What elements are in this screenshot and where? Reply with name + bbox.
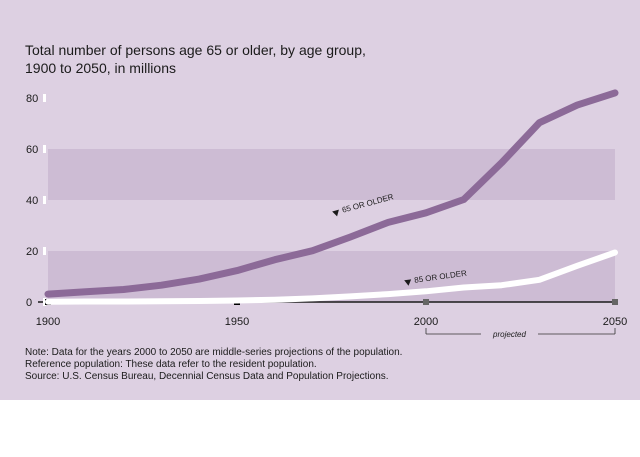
projected-bracket: projected bbox=[425, 328, 616, 339]
series-line bbox=[45, 249, 618, 305]
grid-band bbox=[48, 149, 615, 200]
x-tick-label: 2000 bbox=[414, 316, 438, 328]
projected-label: projected bbox=[492, 330, 526, 339]
y-tick-mark bbox=[43, 298, 46, 306]
y-tick-mark bbox=[43, 94, 46, 102]
reference-line: Reference population: These data refer t… bbox=[25, 359, 317, 370]
y-tick-mark bbox=[43, 196, 46, 204]
chart-notes: Note: Data for the years 2000 to 2050 ar… bbox=[25, 347, 402, 383]
y-tick-label: 0 bbox=[26, 297, 32, 309]
x-tick-mark bbox=[423, 299, 429, 305]
chart-title-line1: Total number of persons age 65 or older,… bbox=[25, 42, 366, 58]
y-tick-label: 60 bbox=[26, 144, 38, 156]
grid-band bbox=[48, 251, 615, 302]
note-line: Note: Data for the years 2000 to 2050 ar… bbox=[25, 347, 403, 358]
y-tick-mark bbox=[43, 247, 46, 255]
y-tick-label: 80 bbox=[26, 93, 38, 105]
series-line bbox=[44, 89, 619, 298]
y-tick-mark bbox=[43, 145, 46, 153]
chart-subtitle: 1900 to 2050, in millions bbox=[25, 60, 176, 76]
y-tick-label: 20 bbox=[26, 246, 38, 258]
x-tick-label: 1900 bbox=[36, 316, 60, 328]
x-tick-mark bbox=[612, 299, 618, 305]
x-tick-label: 2050 bbox=[603, 316, 627, 328]
y-axis: 0 20 40 60 80 bbox=[26, 93, 46, 309]
chart-title: Total number of persons age 65 or older,… bbox=[25, 41, 366, 77]
background-bands bbox=[48, 149, 615, 302]
pointer-triangle-icon bbox=[332, 209, 339, 217]
series-lines bbox=[44, 89, 619, 305]
y-tick-label: 40 bbox=[26, 195, 38, 207]
source-line: Source: U.S. Census Bureau, Decennial Ce… bbox=[25, 371, 389, 382]
pointer-triangle-icon bbox=[404, 279, 412, 286]
x-tick-label: 1950 bbox=[225, 316, 249, 328]
